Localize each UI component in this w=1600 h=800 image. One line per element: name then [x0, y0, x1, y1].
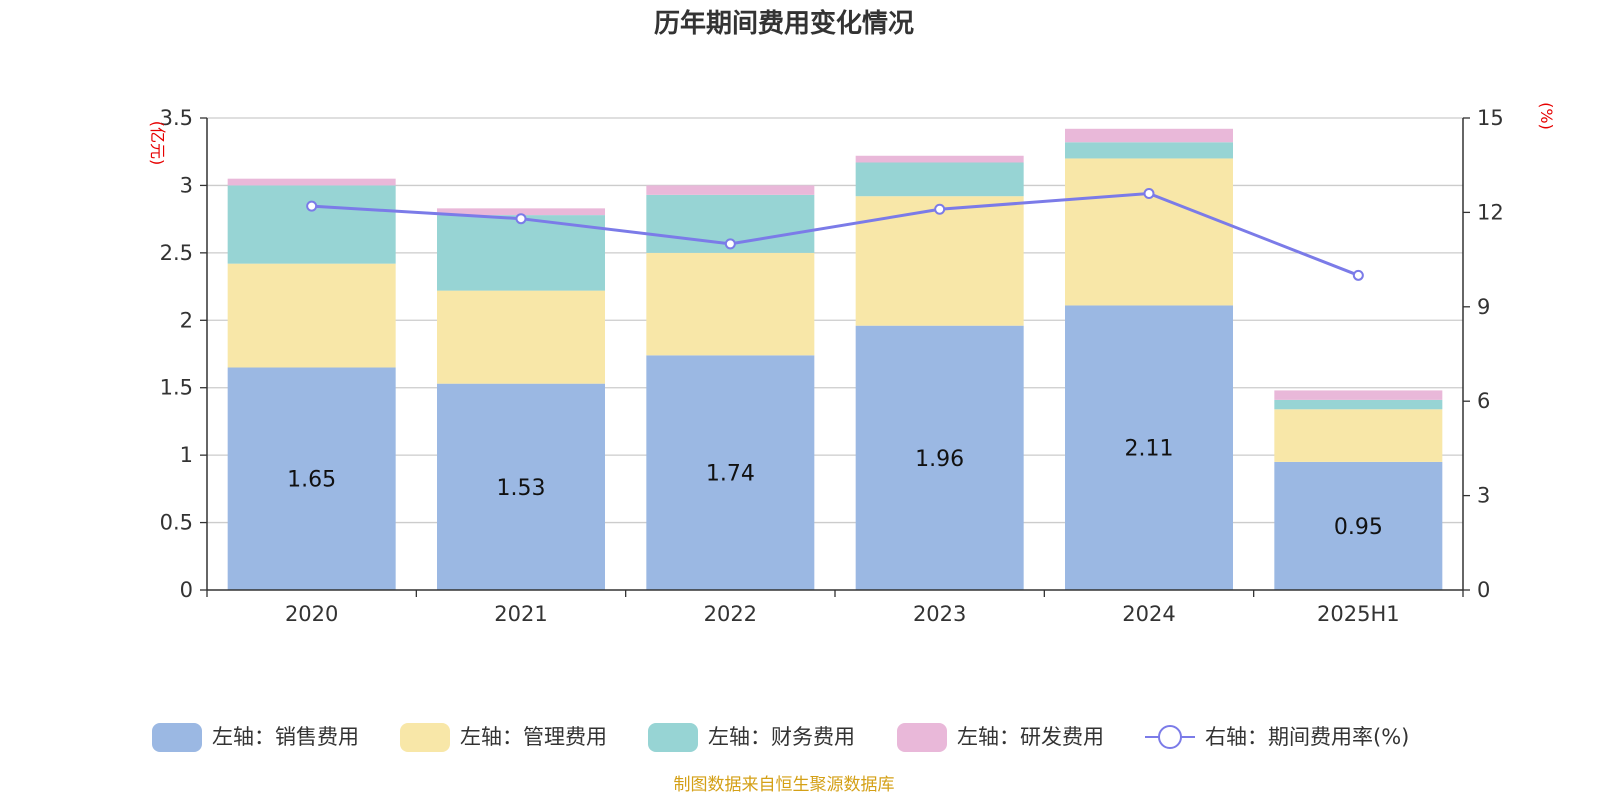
legend-swatch: [648, 723, 698, 752]
legend-marker: [1158, 725, 1182, 749]
bar: [1065, 305, 1233, 590]
right-tick-label: 9: [1477, 295, 1490, 319]
bar: [1274, 461, 1443, 590]
bar: [855, 155, 1024, 163]
left-tick-label: 0.5: [160, 511, 193, 535]
bar: [1274, 399, 1443, 410]
source-note: 制图数据来自恒生聚源数据库: [674, 775, 895, 795]
legend-label: 左轴：管理费用: [460, 725, 607, 749]
legend-swatch: [897, 723, 947, 752]
bar: [1065, 128, 1233, 143]
bar-value-label: 0.95: [1334, 515, 1383, 540]
right-tick-label: 6: [1477, 389, 1490, 413]
left-tick-label: 2.5: [160, 241, 193, 265]
right-tick-label: 3: [1477, 484, 1490, 508]
bars: [227, 128, 1443, 590]
rate-point: [1143, 188, 1155, 200]
bar: [855, 325, 1024, 590]
bar: [1274, 409, 1443, 462]
legend-label: 右轴：期间费用率(%): [1205, 725, 1409, 749]
legend-swatch: [400, 723, 450, 752]
left-tick-label: 1.5: [160, 376, 193, 400]
bar-value-label: 1.65: [287, 468, 336, 493]
bar-labels: 1.65 1.53 1.74 1.96 2.11 0.95: [287, 437, 1383, 540]
bar: [437, 383, 605, 590]
x-tick-label: 2024: [1122, 602, 1175, 626]
grid-lines: [207, 117, 1463, 524]
legend-label: 左轴：财务费用: [708, 725, 855, 749]
left-tick-label: 3: [180, 173, 193, 197]
bar: [227, 178, 396, 186]
bar: [646, 355, 815, 590]
bar: [437, 290, 605, 384]
right-tick-label: 0: [1477, 578, 1490, 602]
bar: [227, 185, 396, 264]
legend-label: 左轴：研发费用: [957, 725, 1104, 749]
right-axis-unit: (%): [1537, 102, 1556, 130]
legend: 左轴：销售费用 左轴：管理费用 左轴：财务费用 左轴：研发费用 右轴：期间费用率(%): [152, 723, 1409, 752]
bar-value-label: 1.53: [497, 476, 546, 501]
right-tick-label: 12: [1477, 200, 1504, 224]
bar-value-label: 1.74: [706, 462, 755, 487]
bar-value-label: 2.11: [1125, 437, 1174, 462]
rate-point: [515, 213, 527, 225]
right-tick-label: 15: [1477, 106, 1504, 130]
left-tick-label: 0: [180, 578, 193, 602]
x-tick-label: 2023: [913, 602, 966, 626]
rate-point: [1352, 269, 1364, 281]
bar: [646, 252, 815, 356]
bar: [437, 208, 605, 216]
rate-point: [934, 203, 946, 215]
bar: [1274, 390, 1443, 400]
bar: [227, 263, 396, 368]
bar-value-label: 1.96: [915, 447, 964, 472]
left-tick-label: 1: [180, 443, 193, 467]
left-tick-label: 3.5: [160, 106, 193, 130]
rate-point: [306, 200, 318, 212]
x-tick-label: 2022: [704, 602, 757, 626]
bar: [227, 367, 396, 590]
rate-line: [306, 188, 1364, 281]
rate-point: [724, 238, 736, 250]
x-tick-label: 2021: [494, 602, 547, 626]
bar: [1065, 158, 1233, 306]
rate-line-path: [311, 191, 1359, 277]
chart-title: 历年期间费用变化情况: [654, 8, 914, 39]
bar: [855, 196, 1024, 326]
axes: 0 0.5 1 1.5 2 2.5 3 3.5 0 3 6 9 12 15 2020 2021 2022 2023…: [160, 106, 1504, 626]
legend-label: 左轴：销售费用: [212, 725, 359, 749]
x-tick-label: 2020: [285, 602, 338, 626]
bar: [855, 162, 1024, 197]
x-tick-label: 2025H1: [1317, 602, 1400, 626]
left-axis-unit: (亿元): [148, 121, 167, 166]
bar: [437, 215, 605, 291]
legend-swatch: [152, 723, 202, 752]
bar: [1065, 142, 1233, 159]
left-tick-label: 2: [180, 308, 193, 332]
bar: [646, 185, 815, 195]
